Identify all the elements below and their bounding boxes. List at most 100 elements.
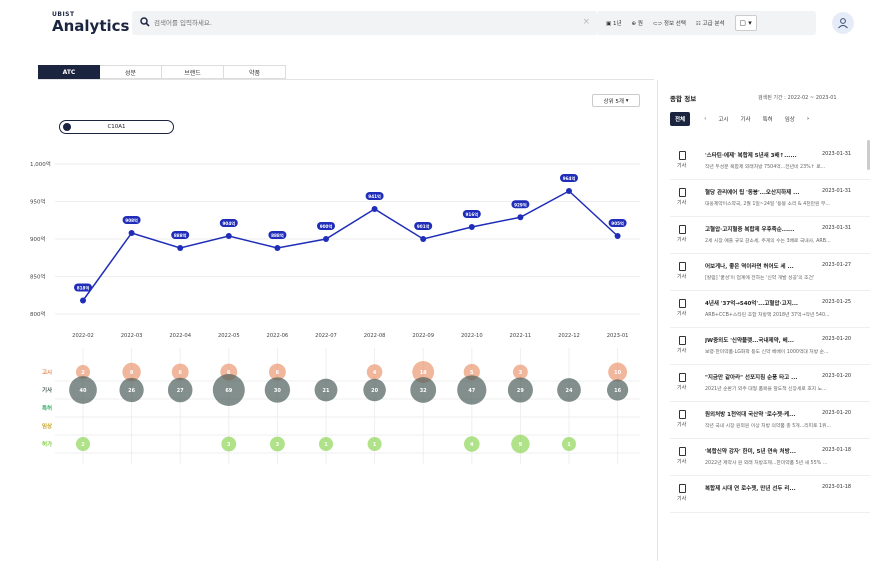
news-item[interactable]: 기사 복합제 시대 연 로수젯, 만년 선두 리... 2023-01-18	[670, 476, 870, 513]
tab-brand[interactable]: 브랜드	[162, 65, 224, 79]
bubble[interactable]	[464, 436, 480, 452]
search-input[interactable]	[154, 15, 554, 31]
tab-atc[interactable]: ATC	[38, 65, 100, 79]
bubble[interactable]	[511, 434, 530, 454]
bubble[interactable]	[367, 437, 382, 451]
news-snippet: 작년 두성분 복합제 외래처방 7504억...전년비 23%↑ 로...	[705, 165, 826, 170]
data-label-bg	[365, 192, 384, 200]
data-label-bg	[171, 231, 190, 239]
bubble[interactable]	[557, 378, 581, 402]
bubble[interactable]	[76, 365, 90, 379]
bubble-value: 20	[371, 388, 378, 394]
bubble[interactable]	[264, 377, 291, 403]
x-tick-label: 2022-06	[267, 333, 289, 339]
news-item[interactable]: 기사 어보게나, 좋은 역이라면 허어도 세 ... 2023-01-27 [칼럼] …	[670, 254, 870, 291]
filter-notice[interactable]: 고시	[718, 117, 729, 123]
bubble-value: 9	[519, 442, 523, 448]
news-item[interactable]: 기사 '스타틴·에제' 복합제 5년새 3배↑...... 2023-01-31 작년…	[670, 143, 870, 180]
news-title: 혈당 관리에어 팁 '동봉'...오산지하제 ...	[705, 190, 800, 196]
bubble-value: 2	[81, 370, 85, 376]
bubble[interactable]	[607, 379, 629, 401]
data-label: 908억	[125, 217, 138, 224]
news-item[interactable]: 기사 원외처방 1천억대 국산약 '로수젯·케... 2023-01-20 작년 국내…	[670, 402, 870, 439]
filter-clinical[interactable]: 임상	[784, 117, 795, 123]
bubble-value: 16	[614, 388, 621, 394]
data-label-bg	[317, 222, 335, 230]
bubble-row-label: 고시	[42, 369, 52, 376]
period-button[interactable]: ▣ 1년	[606, 21, 622, 27]
news-item[interactable]: 기사 "지금만 같아라" 선포지침 순풍 타고 ... 2023-01-20 2021…	[670, 365, 870, 402]
news-date: 2023-01-20	[822, 410, 852, 416]
data-point	[80, 297, 86, 304]
y-tick-label: 1,000억	[30, 160, 51, 168]
bubble[interactable]	[366, 364, 383, 380]
news-type: 기사	[677, 311, 687, 317]
news-item[interactable]: 기사 혈당 관리에어 팁 '동봉'...오산지하제 ... 2023-01-31 대웅…	[670, 180, 870, 217]
tab-drug[interactable]: 약품	[224, 65, 286, 79]
document-icon	[679, 262, 686, 271]
tab-ingredient[interactable]: 성분	[100, 65, 162, 79]
advanced-analysis-button[interactable]: ☷ 고급 분석	[695, 21, 725, 27]
category-tabs: ATC 성분 브랜드 약품	[38, 65, 286, 79]
data-point	[517, 214, 524, 221]
news-type: 기사	[677, 496, 687, 502]
bubble[interactable]	[363, 378, 386, 402]
bubble[interactable]	[512, 364, 528, 380]
bubble-value: 6	[276, 370, 280, 376]
news-item[interactable]: 기사 4년새 '37억→540억'...고혈압·고지... 2023-01-25 AR…	[670, 291, 870, 328]
info-select-button[interactable]: ⊂⊃ 정보 선택	[652, 21, 686, 27]
data-label: 904억	[223, 220, 236, 227]
news-date: 2023-01-27	[822, 262, 852, 268]
next-arrow-icon[interactable]: ›	[806, 116, 810, 122]
layout-dropdown[interactable]: ▢ ▾	[734, 15, 757, 31]
bubble[interactable]	[562, 437, 576, 451]
bubble[interactable]	[221, 436, 237, 452]
bubble[interactable]	[319, 437, 333, 451]
bubble[interactable]	[507, 377, 533, 403]
news-title: 어보게나, 좋은 역이라면 허어도 세 ...	[705, 264, 794, 270]
bubble[interactable]	[608, 362, 628, 382]
x-tick-label: 2022-11	[510, 333, 532, 339]
filter-all[interactable]: 전체	[670, 112, 691, 126]
bubble[interactable]	[167, 377, 193, 403]
user-avatar[interactable]	[832, 12, 854, 34]
bubble[interactable]	[412, 361, 435, 383]
bubble[interactable]	[410, 377, 437, 403]
list-scrollbar[interactable]	[867, 140, 870, 170]
bubble[interactable]	[457, 375, 487, 405]
bubble[interactable]	[269, 436, 285, 452]
x-tick-label: 2022-02	[72, 333, 94, 339]
prev-arrow-icon[interactable]: ‹	[704, 116, 707, 122]
bubble[interactable]	[119, 377, 144, 403]
filter-article[interactable]: 기사	[740, 117, 751, 123]
clear-icon[interactable]: ×	[582, 17, 590, 27]
data-label: 888억	[271, 232, 284, 239]
news-date: 2023-01-31	[822, 151, 852, 157]
bubble[interactable]	[76, 437, 90, 451]
top-n-select[interactable]: 상위 5개 ▾	[592, 94, 640, 107]
news-item[interactable]: 기사 고혈압·고지혈증 복합제 우후죽순...... 2023-01-31 2세 시장…	[670, 217, 870, 254]
news-title: "지금만 같아라" 선포지침 순풍 타고 ...	[705, 375, 798, 381]
search-icon[interactable]	[140, 17, 150, 27]
news-date: 2023-01-20	[822, 373, 852, 379]
news-item[interactable]: 기사 '복합신약 강자' 한미, 5년 연속 처방... 2023-01-18 202…	[670, 439, 870, 476]
filter-patent[interactable]: 특허	[762, 117, 773, 123]
news-item[interactable]: 기사 JW중외도 '신약플랫...국내제약, 베... 2023-01-20 보령·한…	[670, 328, 870, 365]
data-label-bg	[268, 231, 287, 239]
news-date: 2023-01-31	[822, 188, 852, 194]
app-logo[interactable]: UBIST Analytics	[52, 11, 129, 35]
news-snippet: 2022년 제약사 원 외래 처방조제...한미약품 5년 새 55% ...	[705, 461, 828, 466]
news-type: 기사	[677, 237, 687, 243]
data-label: 900억	[320, 223, 333, 230]
bubble[interactable]	[171, 363, 189, 381]
bubble[interactable]	[212, 374, 245, 406]
bubble[interactable]	[314, 378, 338, 402]
chip-check-icon	[63, 123, 71, 131]
bubble[interactable]	[268, 363, 286, 381]
unit-button[interactable]: ⊕ 원	[631, 21, 643, 27]
bubble[interactable]	[69, 376, 97, 404]
bubble[interactable]	[122, 362, 141, 382]
filter-chip[interactable]: C10A1	[59, 120, 174, 134]
bubble-value: 26	[128, 388, 135, 394]
user-icon	[838, 18, 848, 29]
